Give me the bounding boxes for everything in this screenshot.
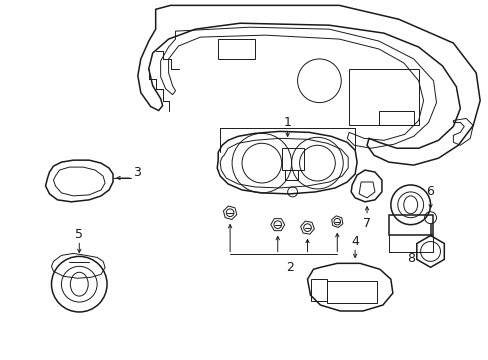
Text: 7: 7 <box>362 217 370 230</box>
Text: 4: 4 <box>350 235 358 248</box>
Text: 8: 8 <box>406 252 414 265</box>
Text: 2: 2 <box>285 261 293 274</box>
Text: 6: 6 <box>426 185 434 198</box>
Text: 3: 3 <box>133 166 141 179</box>
Text: 1: 1 <box>283 116 291 129</box>
Text: 5: 5 <box>75 228 83 241</box>
